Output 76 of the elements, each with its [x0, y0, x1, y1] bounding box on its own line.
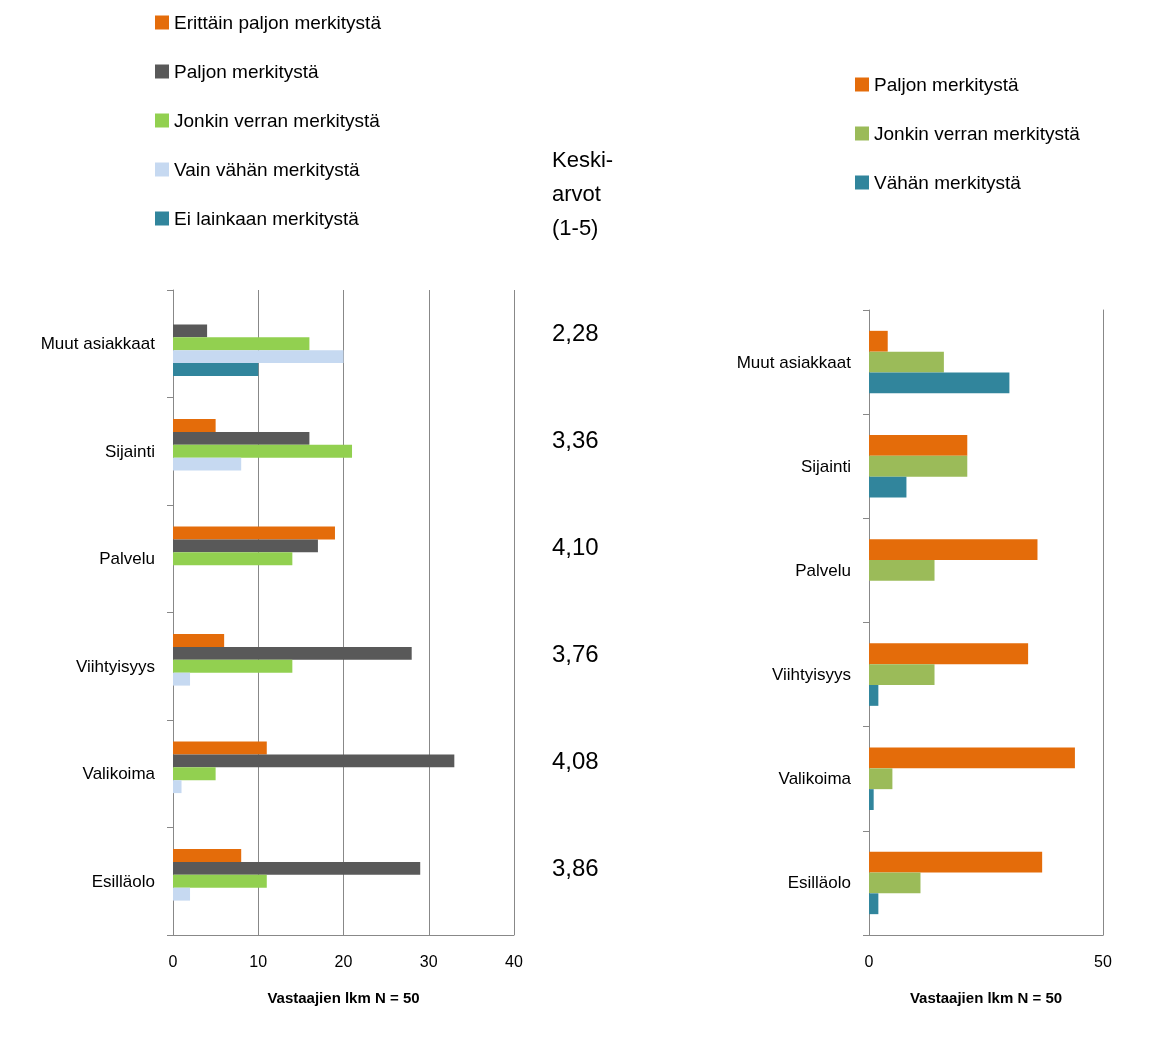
text: 4,10 — [552, 532, 599, 560]
bar — [173, 444, 353, 458]
bar — [173, 457, 242, 471]
bar — [173, 887, 191, 901]
y-tick-label: Sijainti — [800, 456, 851, 476]
text: 4,08 — [552, 746, 599, 774]
y-tick-label: Esilläolo — [787, 873, 851, 893]
bar — [173, 672, 191, 686]
bar — [173, 861, 421, 875]
x-tick-label: 20 — [334, 952, 353, 970]
y-tick-label: Valikoima — [82, 764, 156, 784]
bar — [869, 851, 1043, 873]
text: 3,36 — [552, 425, 599, 453]
y-tick-label: Sijainti — [104, 441, 155, 461]
legend-label: Paljon merkitystä — [174, 61, 320, 82]
text: Keski-arvot (1-5) — [552, 146, 614, 240]
x-axis-title: Vastaajien lkm N = 50 — [909, 989, 1063, 1006]
bar — [173, 874, 267, 888]
bar — [173, 659, 293, 673]
legend-label: Jonkin verran merkitystä — [874, 123, 1081, 144]
bar — [869, 476, 907, 498]
y-tick-label: Viihtyisyys — [75, 656, 155, 676]
x-tick-label: 30 — [419, 952, 438, 970]
bar — [869, 330, 888, 352]
x-tick-label: 10 — [249, 952, 268, 970]
bar — [173, 539, 318, 553]
bar — [173, 337, 310, 351]
text: 3,86 — [552, 853, 599, 881]
bar — [869, 893, 879, 915]
bar — [869, 539, 1038, 560]
bar — [173, 324, 208, 338]
legend-label: Vain vähän merkitystä — [174, 159, 360, 180]
bar — [869, 560, 935, 581]
x-tick-label: 40 — [505, 952, 523, 970]
bar — [173, 780, 182, 794]
x-tick-label: 0 — [864, 952, 874, 970]
bar — [173, 552, 293, 566]
legend-label: Ei lainkaan merkitystä — [174, 208, 360, 229]
bar — [869, 372, 1010, 394]
legend-label: Paljon merkitystä — [874, 74, 1020, 95]
legend-label: Jonkin verran merkitystä — [174, 110, 381, 131]
x-tick-label: 50 — [1094, 952, 1112, 970]
y-tick-label: Muut asiakkaat — [736, 352, 852, 372]
y-tick-label: Esilläolo — [91, 871, 155, 891]
x-tick-label: 0 — [168, 952, 178, 970]
bar — [173, 849, 242, 862]
y-tick-label: Palvelu — [795, 560, 851, 580]
x-axis-title: Vastaajien lkm N = 50 — [267, 989, 420, 1006]
bar — [869, 435, 968, 456]
y-tick-label: Viihtyisyys — [771, 665, 851, 685]
bar — [173, 363, 259, 376]
bar — [869, 643, 1029, 665]
y-tick-label: Muut asiakkaat — [40, 334, 156, 354]
bar — [173, 634, 225, 647]
legend-label: Vähän merkitystä — [874, 172, 1022, 193]
bar — [173, 350, 344, 364]
y-tick-label: Valikoima — [778, 769, 852, 789]
bar — [173, 754, 455, 768]
bar — [869, 685, 879, 706]
bar — [869, 664, 935, 685]
bar — [173, 741, 267, 755]
legend-label: Erittäin paljon merkitystä — [174, 12, 382, 33]
bar — [869, 455, 968, 477]
bar — [173, 419, 216, 432]
text: 2,28 — [552, 318, 599, 346]
bar — [173, 646, 412, 660]
bar — [173, 431, 310, 445]
bar — [869, 747, 1075, 769]
bar — [869, 351, 944, 373]
text: 3,76 — [552, 639, 599, 667]
bar — [173, 526, 335, 540]
y-tick-label: Palvelu — [99, 549, 155, 569]
bar — [869, 872, 921, 894]
bar — [869, 789, 874, 810]
bar — [173, 767, 216, 781]
bar — [869, 768, 893, 790]
